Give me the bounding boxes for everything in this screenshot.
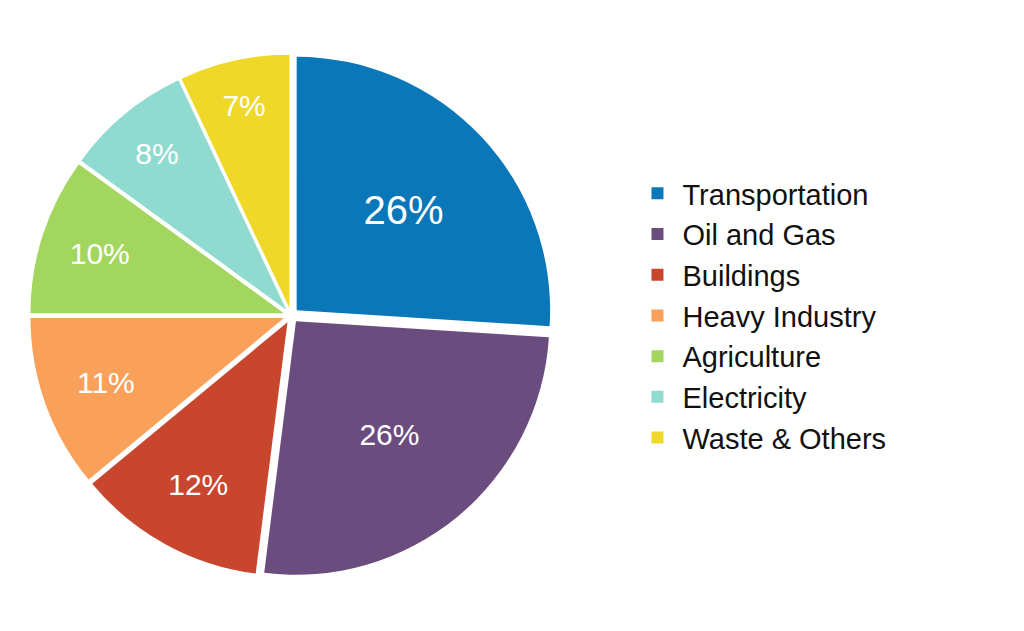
svg-text:26%: 26% (359, 418, 419, 451)
svg-text:8%: 8% (135, 137, 178, 170)
svg-text:11%: 11% (77, 366, 135, 399)
svg-text:Buildings: Buildings (682, 260, 800, 292)
svg-text:10%: 10% (70, 237, 130, 270)
svg-text:7%: 7% (222, 89, 265, 122)
svg-text:26%: 26% (363, 188, 443, 232)
svg-text:Oil and Gas: Oil and Gas (682, 219, 835, 251)
svg-text:Electricity: Electricity (682, 382, 807, 414)
svg-text:12%: 12% (168, 468, 228, 501)
svg-text:Transportation: Transportation (682, 179, 868, 211)
svg-text:Agriculture: Agriculture (682, 341, 821, 373)
svg-text:Waste & Others: Waste & Others (682, 423, 886, 455)
svg-text:Heavy Industry: Heavy Industry (682, 301, 876, 333)
